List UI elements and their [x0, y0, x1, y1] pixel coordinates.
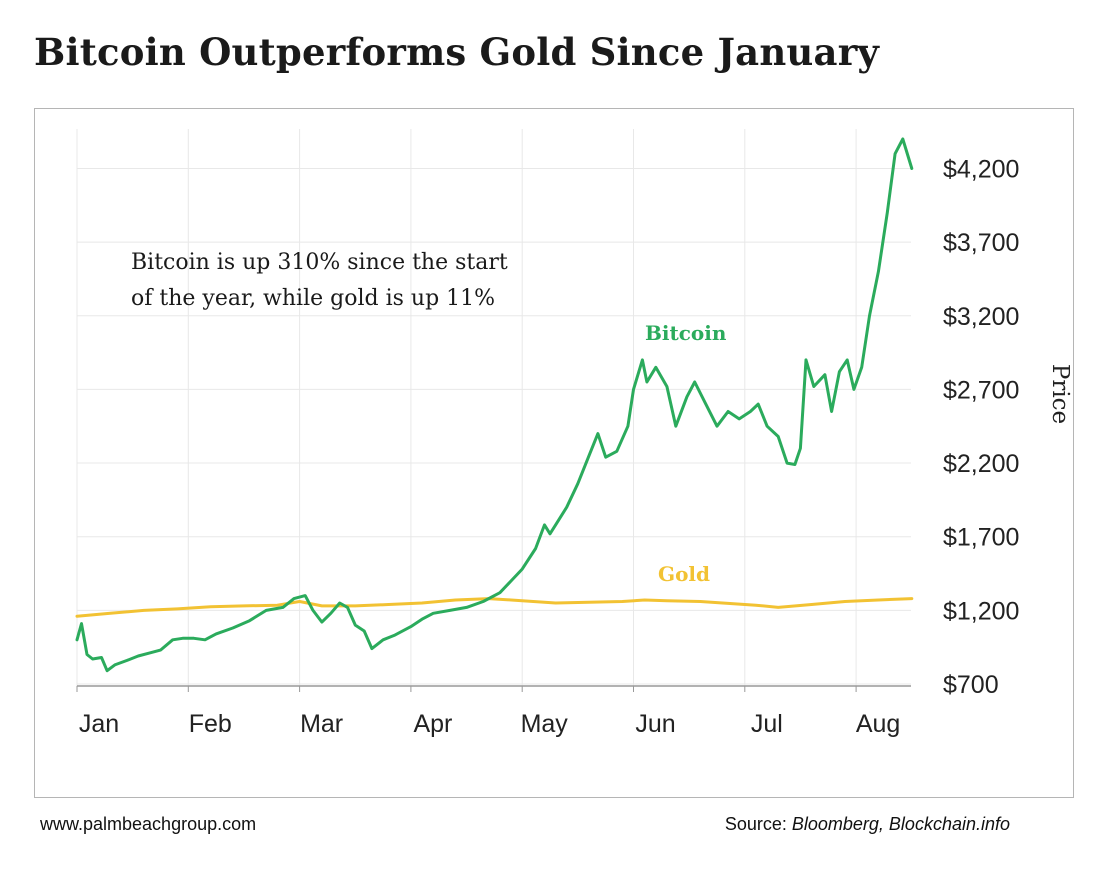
- y-tick-label: $1,200: [943, 597, 1019, 625]
- x-tick-label: Jun: [635, 710, 675, 738]
- annotation-line: of the year, while gold is up 11%: [131, 286, 495, 311]
- x-tick-label: Jan: [79, 710, 119, 738]
- gold-series-line: [75, 597, 914, 618]
- y-tick-label: $4,200: [943, 155, 1019, 183]
- chart-frame: $700 $1,200 $1,700 $2,200 $2,700 $3,200 $3,700…: [34, 108, 1074, 798]
- y-tick-label: $2,700: [943, 376, 1019, 404]
- grid-layer: [76, 129, 911, 686]
- gold-series-label: Gold: [658, 562, 710, 586]
- x-tick-label: May: [521, 710, 569, 738]
- y-tick-label: $2,200: [943, 450, 1019, 478]
- website-credit: www.palmbeachgroup.com: [40, 814, 257, 834]
- y-axis-title: Price: [1047, 364, 1073, 424]
- series-layer: [75, 137, 914, 673]
- x-tick-label: Jul: [751, 710, 783, 738]
- y-tick-label: $1,700: [943, 524, 1019, 552]
- x-tick-label: Aug: [856, 710, 900, 738]
- x-tick-label: Feb: [189, 710, 232, 738]
- chart-title: Bitcoin Outperforms Gold Since January: [34, 30, 880, 74]
- label-layer: $700 $1,200 $1,700 $2,200 $2,700 $3,200 $3,700…: [79, 155, 1073, 738]
- bitcoin-series-label: Bitcoin: [645, 321, 727, 345]
- y-tick-label: $3,200: [943, 303, 1019, 331]
- line-chart: $700 $1,200 $1,700 $2,200 $2,700 $3,200 $3,700…: [75, 129, 1073, 738]
- annotation-line: Bitcoin is up 310% since the start: [131, 250, 508, 275]
- source-credit: Source: Bloomberg, Blockchain.info: [725, 814, 1010, 835]
- x-axis: [76, 685, 911, 692]
- source-names: Bloomberg, Blockchain.info: [791, 814, 1010, 834]
- source-prefix: Source:: [724, 814, 792, 834]
- bitcoin-series-line: [75, 137, 914, 673]
- y-tick-label: $3,700: [943, 229, 1019, 257]
- y-tick-label: $700: [943, 671, 999, 699]
- x-tick-label: Apr: [413, 710, 452, 738]
- x-tick-label: Mar: [300, 710, 343, 738]
